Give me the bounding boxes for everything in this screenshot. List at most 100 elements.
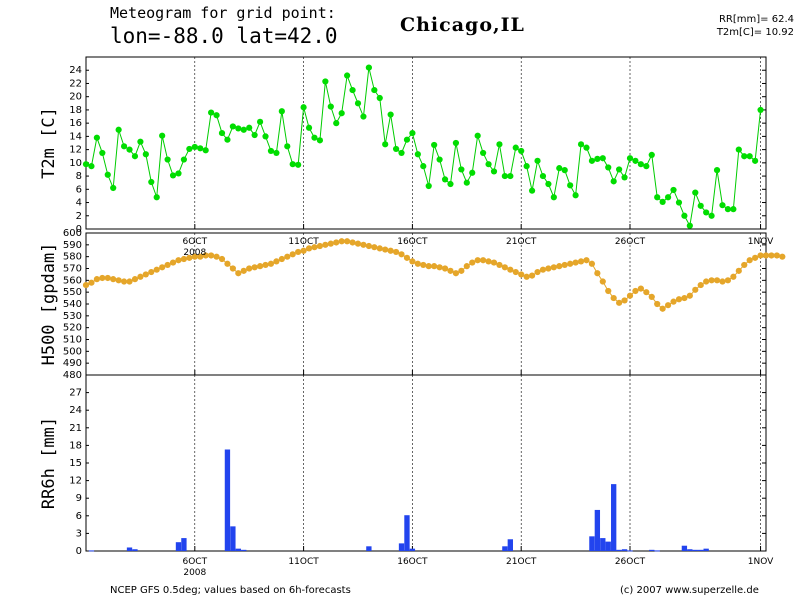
rr6h-bar — [241, 549, 247, 551]
t2m-point — [159, 132, 166, 139]
t2m-point — [322, 78, 329, 85]
h500-point — [496, 261, 503, 269]
h500-point — [213, 253, 220, 260]
h500-point — [523, 273, 530, 280]
h500-point — [371, 244, 378, 251]
h500-ytick-label: 490 — [63, 358, 82, 369]
rr6h-bar — [224, 449, 231, 551]
t2m-point — [621, 174, 628, 181]
h500-point — [197, 253, 204, 260]
t2m-point — [605, 164, 612, 171]
rr6h-bar — [404, 515, 410, 551]
h500-point — [409, 258, 416, 265]
t2m-point — [616, 166, 623, 173]
t2m-point — [131, 153, 139, 160]
h500-point — [82, 281, 90, 289]
h500-point — [599, 278, 606, 285]
t2m-point — [561, 167, 568, 174]
h500-point — [605, 287, 612, 295]
h500-point — [126, 278, 133, 285]
t2m-point — [572, 192, 579, 199]
t2m-point — [300, 104, 307, 111]
t2m-point — [474, 132, 481, 139]
x-tick-label-lower: 26OCT — [615, 557, 646, 567]
h500-point — [159, 264, 166, 271]
rr6h-bar — [692, 549, 698, 551]
rr6h-bar — [507, 539, 513, 551]
h500-point — [632, 287, 639, 295]
rr6h-bar — [366, 546, 372, 551]
temperature-mean: T2m[C]= 10.92 — [716, 27, 794, 38]
t2m-point — [262, 133, 269, 140]
x-tick-label-lower: 16OCT — [397, 557, 428, 567]
t2m-point — [686, 222, 693, 229]
x-tick-label-upper: 1NOV — [748, 237, 774, 247]
t2m-point — [305, 124, 313, 131]
h500-point — [577, 258, 585, 265]
h500-point — [458, 267, 465, 274]
h500-point — [349, 239, 356, 246]
t2m-point — [137, 138, 144, 145]
t2m-point — [463, 179, 470, 186]
t2m-point — [240, 126, 247, 133]
h500-point — [741, 261, 748, 269]
h500-point — [556, 263, 563, 270]
t2m-point — [414, 151, 421, 158]
h500-point — [273, 258, 280, 265]
h500-point — [567, 260, 574, 267]
rr6h-ytick-label: 9 — [76, 493, 82, 504]
t2m-point — [88, 163, 95, 170]
h500-point — [588, 260, 596, 267]
t2m-ytick-label: 10 — [69, 158, 82, 169]
t2m-point — [583, 144, 590, 151]
h500-point — [643, 289, 650, 296]
h500-axis-title: H500 [gpdam] — [39, 243, 59, 366]
h500-point — [311, 244, 318, 251]
rr6h-bar — [698, 549, 704, 551]
t2m-point — [469, 169, 476, 176]
t2m-point — [126, 146, 133, 153]
h500-ytick-label: 550 — [63, 287, 82, 298]
h500-point — [697, 281, 704, 289]
h500-point — [191, 253, 198, 260]
rr6h-ytick-label: 3 — [76, 528, 82, 539]
x-tick-label-upper: 26OCT — [615, 237, 646, 247]
t2m-point — [256, 118, 264, 125]
t2m-point — [724, 206, 732, 213]
t2m-ytick-label: 4 — [76, 198, 82, 209]
t2m-point — [251, 131, 258, 139]
rr6h-bar — [88, 550, 95, 552]
t2m-ytick-label: 0 — [76, 224, 82, 235]
t2m-point — [632, 157, 639, 164]
h500-point — [180, 255, 188, 263]
t2m-point — [692, 189, 699, 196]
h500-point — [300, 247, 307, 254]
h500-point — [648, 293, 655, 300]
t2m-point — [480, 149, 487, 157]
h500-ytick-label: 570 — [63, 264, 82, 275]
t2m-point — [382, 141, 389, 148]
t2m-ytick-label: 22 — [69, 78, 82, 89]
t2m-point — [392, 145, 400, 153]
t2m-point — [273, 149, 280, 157]
t2m-point — [485, 161, 492, 168]
t2m-point — [507, 172, 514, 180]
t2m-point — [610, 178, 617, 185]
h500-point — [490, 259, 498, 266]
t2m-point — [311, 134, 318, 141]
t2m-point — [197, 145, 204, 152]
h500-point — [779, 253, 786, 260]
t2m-point — [490, 168, 498, 175]
h500-point — [550, 264, 557, 271]
h500-point — [447, 267, 454, 274]
rr6h-bar — [627, 550, 633, 552]
x-tick-label-upper: 16OCT — [397, 237, 428, 247]
h500-point — [289, 251, 296, 258]
t2m-point — [246, 124, 253, 131]
rr6h-bar — [681, 545, 688, 551]
h500-point — [115, 277, 122, 284]
h500-point — [414, 260, 421, 267]
t2m-point — [208, 109, 215, 116]
h500-point — [512, 268, 519, 276]
h500-point — [692, 286, 699, 293]
